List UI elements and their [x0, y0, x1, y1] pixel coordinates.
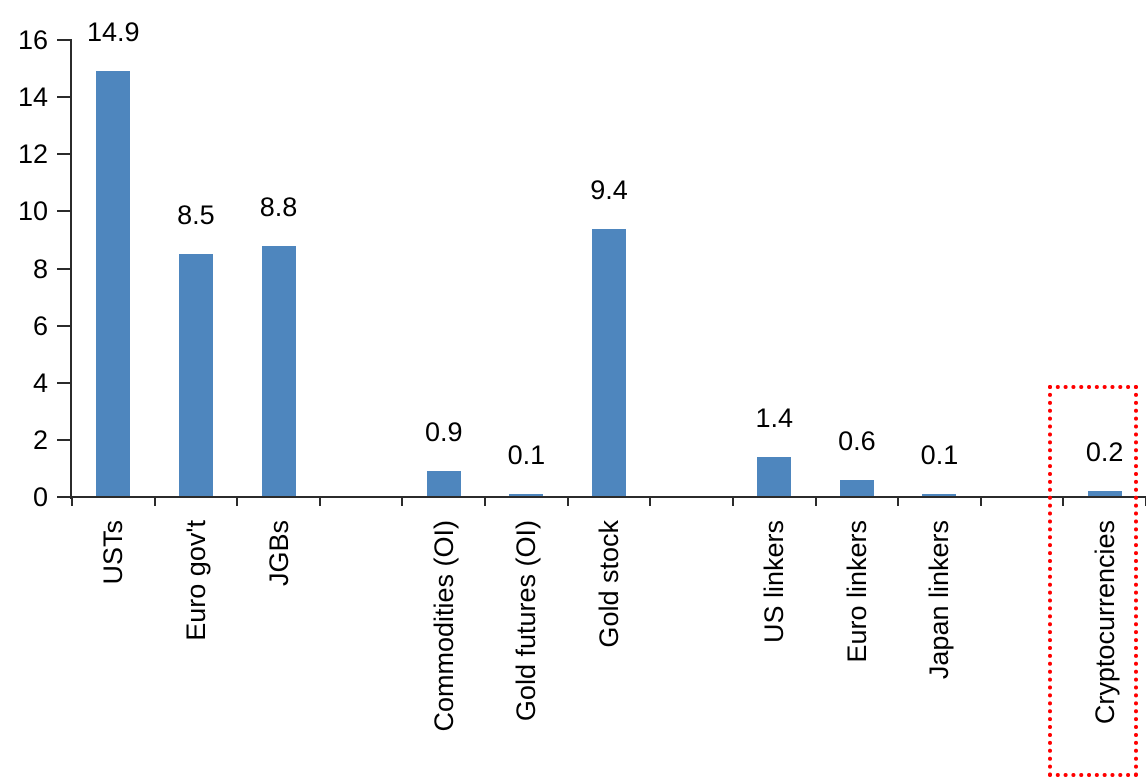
- category-label: Euro gov't: [180, 520, 211, 641]
- category-label: Gold futures (OI): [511, 520, 542, 722]
- bar-value-label: 0.2: [1085, 437, 1124, 468]
- category-label: USTs: [98, 520, 129, 585]
- y-tick-label: 10: [17, 196, 48, 227]
- y-tick-mark: [57, 438, 72, 441]
- y-tick-label: 2: [32, 424, 48, 455]
- bar-value-label: 0.6: [838, 425, 876, 456]
- bar-value-label: 0.1: [507, 440, 546, 471]
- x-tick-mark: [318, 497, 321, 506]
- y-tick-mark: [57, 496, 72, 498]
- y-tick-mark: [57, 267, 72, 270]
- bar: [178, 254, 213, 497]
- x-axis-line: [72, 496, 1146, 498]
- x-tick-mark: [979, 497, 982, 506]
- bar-value-label: 0.9: [424, 417, 463, 448]
- bar-value-label: 9.4: [590, 174, 628, 205]
- y-tick-mark: [57, 381, 72, 384]
- bar-value-label: 14.9: [87, 17, 140, 48]
- y-tick-mark: [57, 96, 72, 99]
- bar: [509, 494, 544, 497]
- category-label: US linkers: [759, 520, 790, 644]
- bar: [757, 457, 792, 497]
- x-tick-mark: [1062, 497, 1065, 506]
- y-tick-mark: [57, 324, 72, 327]
- bar-value-label: 8.5: [177, 200, 215, 231]
- x-tick-mark: [649, 497, 652, 506]
- bar: [96, 71, 131, 497]
- bar: [1087, 491, 1122, 497]
- y-tick-mark: [57, 39, 72, 41]
- x-tick-mark: [401, 497, 404, 506]
- x-tick-mark: [71, 497, 73, 506]
- bar: [592, 228, 626, 497]
- bar-value-label: 0.1: [920, 440, 959, 471]
- x-tick-mark: [814, 497, 817, 506]
- y-tick-label: 12: [17, 139, 48, 170]
- x-tick-mark: [566, 497, 569, 506]
- category-label: Japan linkers: [924, 520, 955, 680]
- y-tick-label: 0: [32, 482, 48, 512]
- category-label: Gold stock: [594, 520, 624, 648]
- x-tick-mark: [484, 497, 487, 506]
- y-tick-label: 4: [32, 367, 48, 398]
- bar: [426, 471, 461, 497]
- bar: [839, 479, 874, 497]
- bar-value-label: 8.8: [259, 191, 298, 222]
- bar: [922, 494, 957, 497]
- x-tick-mark: [153, 497, 156, 506]
- y-tick-label: 8: [32, 253, 48, 284]
- y-tick-label: 14: [17, 82, 48, 113]
- y-tick-label: 6: [32, 310, 48, 341]
- y-tick-label: 16: [17, 25, 48, 55]
- bar: [261, 245, 296, 497]
- x-tick-mark: [897, 497, 900, 506]
- x-tick-mark: [731, 497, 734, 506]
- y-axis-line: [70, 40, 72, 499]
- category-label: Commodities (OI): [428, 520, 459, 732]
- bar-value-label: 1.4: [755, 403, 793, 433]
- y-tick-mark: [57, 153, 72, 156]
- highlight-box-cryptocurrencies: [1048, 385, 1138, 777]
- x-tick-mark: [236, 497, 239, 506]
- y-tick-mark: [57, 210, 72, 213]
- category-label: Euro linkers: [841, 520, 872, 663]
- category-label: JGBs: [263, 520, 294, 587]
